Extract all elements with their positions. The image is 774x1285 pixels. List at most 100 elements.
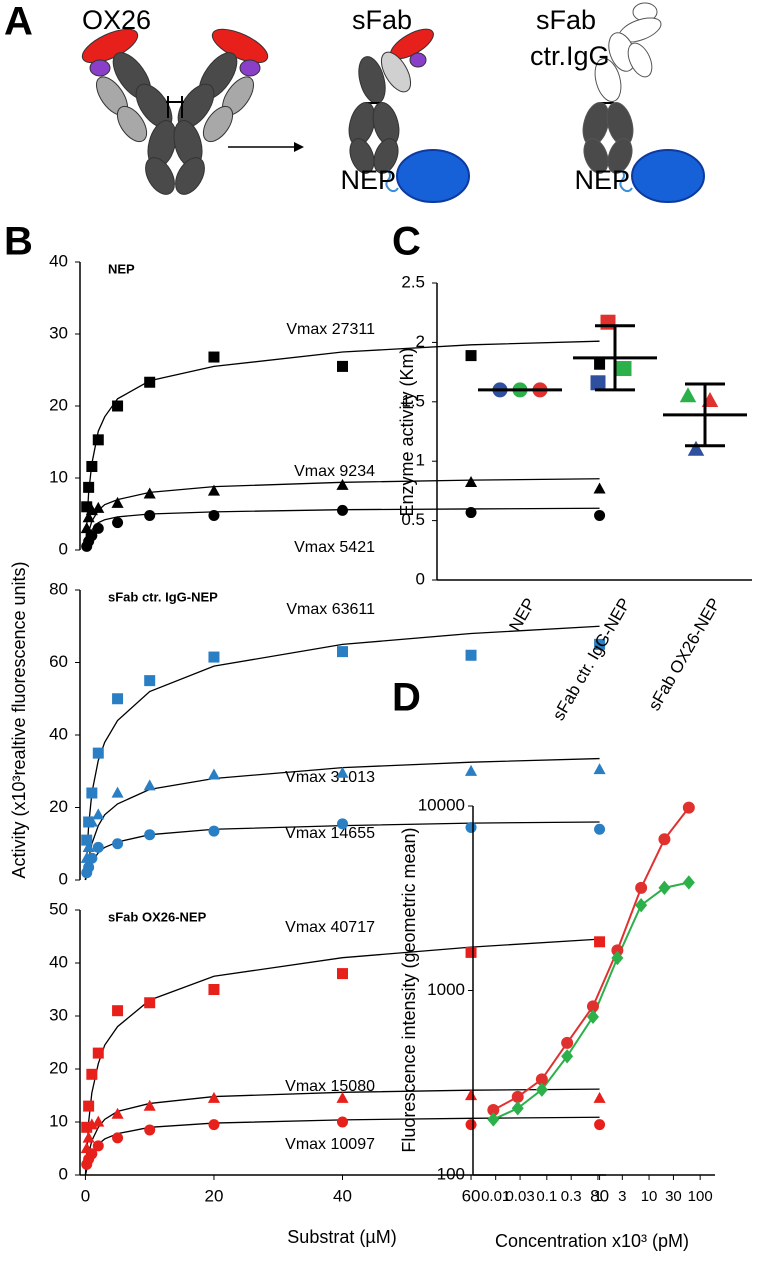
marker [465,350,477,362]
marker [80,522,93,534]
marker [590,375,606,391]
antibody-sfab-ctr [582,2,705,203]
y-tick-label: 30 [49,323,68,342]
marker [611,950,624,966]
y-tick-label: 40 [49,251,68,270]
marker [92,1115,105,1127]
marker [143,1099,156,1111]
x-tick-label: sFab OX26-NEP [645,595,725,714]
marker [465,507,477,519]
marker [593,1091,606,1103]
marker [687,440,705,456]
marker [682,801,695,814]
label: NEP [574,165,630,195]
label: sFab [352,5,412,35]
y-tick-label: 1 [416,451,425,470]
x-tick-label: 0 [81,1186,90,1205]
marker [465,649,477,661]
label: OX26 [82,5,151,35]
marker [682,875,695,890]
y-tick-label: 20 [49,395,68,414]
marker [144,376,156,388]
marker [487,1112,500,1127]
x-tick-label: 10 [641,1188,658,1205]
marker [92,434,104,446]
marker [635,897,648,913]
marker [594,509,606,521]
marker [207,768,221,780]
panel-letter: A [4,0,33,44]
marker [337,504,348,516]
x-tick-label: 0.3 [561,1188,582,1205]
marker [586,1009,599,1025]
x-axis-label: Substrat (µM) [287,1227,396,1247]
y-axis-label: Activity (x10³realtive fluorescence unit… [9,561,29,878]
y-tick-label: 1000 [427,980,465,999]
y-tick-label: 50 [49,899,68,918]
y-tick-label: 10 [49,1111,68,1130]
marker [658,880,671,896]
marker [594,936,606,948]
y-tick-label: 60 [49,652,68,671]
marker [86,530,98,542]
marker [465,946,477,958]
marker [144,675,156,687]
marker [600,314,616,330]
x-tick-label: 30 [665,1188,682,1205]
x-axis-label: Concentration x10³ (pM) [495,1231,689,1251]
marker [144,829,156,841]
marker [594,638,606,650]
marker [464,764,478,776]
vmax-label: Vmax 40717 [285,919,375,936]
marker [593,482,606,494]
marker [112,400,124,412]
marker [82,1131,95,1143]
vmax-label: Vmax 63611 [286,601,375,618]
marker [112,838,124,850]
marker [207,1091,221,1103]
y-tick-label: 10000 [418,795,465,814]
marker [111,1107,124,1119]
marker [586,1000,599,1013]
marker [337,1116,348,1128]
x-tick-label: 1 [594,1188,602,1205]
panel-letter: D [392,676,421,720]
marker [487,1104,500,1117]
marker [658,833,671,846]
fit-curve [84,625,600,881]
marker [594,823,606,835]
marker [208,351,220,363]
fit-curve [84,340,600,551]
marker [83,1100,95,1112]
y-tick-label: 20 [49,797,68,816]
marker [337,360,348,372]
marker [464,475,478,487]
x-tick-label: 60 [462,1186,481,1205]
marker [511,1090,524,1103]
y-tick-label: 30 [49,1005,68,1024]
marker [144,509,156,521]
x-tick-label: 100 [688,1188,713,1205]
marker [81,1121,93,1133]
vmax-label: Vmax 27311 [286,321,375,338]
label: ctr.IgG [530,41,610,71]
y-tick-label: 20 [49,1058,68,1077]
y-tick-label: 0 [59,1164,68,1183]
marker [112,693,124,705]
y-tick-label: 2 [416,332,425,351]
marker [86,787,98,799]
marker [336,1091,349,1103]
marker [561,1036,574,1049]
subplot-title: NEP [108,261,135,276]
vmax-label: Vmax 5421 [294,539,375,556]
marker [208,509,220,521]
marker [86,460,98,472]
label: NEP [340,165,396,195]
marker [83,861,95,873]
marker [92,522,104,534]
marker [337,818,348,830]
marker [92,1140,104,1152]
marker [465,1119,477,1131]
marker [535,1082,548,1097]
